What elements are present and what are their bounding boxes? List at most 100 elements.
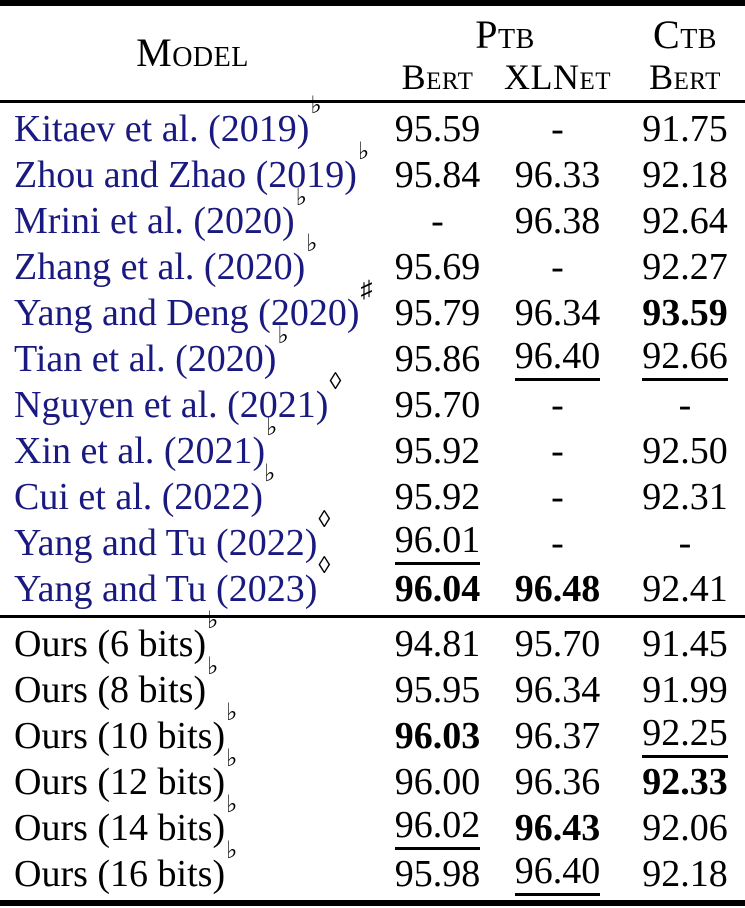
table-row: Ours (10 bits)♭ 96.03 96.37 92.25: [0, 701, 745, 759]
score-value: 96.43: [514, 807, 601, 849]
column-header-model: Model: [136, 30, 249, 75]
table-row: Kitaev et al. (2019)♭ 95.59 - 91.75: [0, 93, 745, 152]
top-rule: [0, 0, 745, 6]
citation-link[interactable]: Zhou and Zhao (2019)♭: [14, 139, 370, 196]
citation-link[interactable]: Kitaev et al. (2019)♭: [14, 93, 322, 150]
footnote-marker: ♭: [310, 93, 322, 120]
score-value: 96.34: [514, 669, 601, 711]
footnote-marker: ♯: [360, 277, 373, 304]
footnote-marker: ◊: [318, 553, 331, 580]
column-header-ptb-xlnet: XLNet: [503, 57, 612, 97]
score-value: 92.18: [642, 853, 728, 895]
score-value: 94.81: [394, 623, 481, 665]
score-value: 95.84: [394, 154, 481, 196]
citation-link[interactable]: Yang and Deng (2020)♯: [14, 277, 373, 334]
score-value: 91.45: [642, 623, 728, 665]
footnote-marker: ♭: [226, 792, 238, 819]
section-ours: Ours (6 bits)♭ 94.81 95.70 91.45 Ours (8 bit…: [0, 608, 745, 900]
score-value: 92.41: [642, 568, 728, 610]
citation-link[interactable]: Xin et al. (2021)♭: [14, 415, 278, 472]
footnote-marker: ◊: [329, 369, 342, 396]
score-value: -: [678, 384, 692, 426]
footnote-marker: ♭: [266, 415, 278, 442]
citation-link[interactable]: Nguyen et al. (2021)◊: [14, 369, 342, 426]
table-row: Ours (6 bits)♭ 94.81 95.70 91.45: [0, 608, 745, 667]
score-value: 96.37: [514, 715, 601, 757]
score-value: 95.69: [394, 246, 481, 288]
score-value: 96.48: [514, 568, 601, 610]
score-value: 96.40: [490, 852, 625, 896]
score-value: 92.31: [642, 476, 728, 518]
score-value: -: [431, 200, 444, 242]
score-value: -: [551, 476, 564, 518]
score-value: 92.33: [642, 761, 728, 803]
table-row: Xin et al. (2021)♭ 95.92 - 92.50: [0, 415, 745, 474]
footnote-marker: ♭: [295, 185, 308, 212]
footnote-marker: ♭: [207, 608, 219, 635]
score-value: 95.86: [394, 338, 481, 380]
section-divider-rule: [0, 615, 745, 618]
column-header-ptb-bert: Bert: [401, 57, 474, 97]
footnote-marker: ♭: [306, 231, 318, 258]
table-row: Yang and Deng (2020)♯ 95.79 96.34 93.59: [0, 277, 745, 336]
footnote-marker: ♭: [357, 139, 370, 166]
header-rule: [0, 100, 745, 103]
score-value: 96.36: [514, 761, 601, 803]
score-value: 91.99: [642, 669, 728, 711]
score-value: 92.25: [625, 714, 745, 758]
footnote-marker: ♭: [226, 838, 238, 865]
score-value: 93.59: [642, 292, 728, 334]
score-value: 95.92: [394, 476, 481, 518]
model-label: Ours (8 bits)♭: [14, 654, 219, 711]
score-value: 96.34: [514, 292, 601, 334]
score-value: 95.95: [394, 669, 481, 711]
table-row: Zhou and Zhao (2019)♭ 95.84 96.33 92.18: [0, 139, 745, 198]
score-value: 92.64: [642, 200, 728, 242]
citation-link[interactable]: Yang and Tu (2023)◊: [14, 553, 331, 610]
citation-link[interactable]: Zhang et al. (2020)♭: [14, 231, 318, 288]
score-value: 92.27: [642, 246, 728, 288]
table-row: Ours (12 bits)♭ 96.00 96.36 92.33: [0, 747, 745, 805]
section-prior-work: Kitaev et al. (2019)♭ 95.59-91.75 Zhou and…: [0, 93, 745, 615]
table-header: Model Ptb Ctb Bert XLNet Bert: [0, 6, 745, 100]
score-value: 92.18: [642, 154, 728, 196]
score-value: 96.00: [394, 761, 481, 803]
table-row: Tian et al. (2020)♭ 95.86 96.40 92.66: [0, 323, 745, 382]
footnote-marker: ◊: [318, 507, 331, 534]
footnote-marker: ♭: [264, 461, 276, 488]
citation-link[interactable]: Tian et al. (2020)♭: [14, 323, 289, 380]
table-row: Ours (16 bits)♭ 95.98 96.40 92.18: [0, 839, 745, 897]
score-value: -: [551, 384, 564, 426]
score-value: 95.70: [514, 623, 601, 665]
score-value: -: [551, 246, 564, 288]
citation-link[interactable]: Mrini et al. (2020)♭: [14, 185, 308, 242]
table-row: Ours (8 bits)♭ 95.95 96.34 91.99: [0, 654, 745, 713]
score-value: 96.40: [490, 337, 625, 381]
column-header-ctb-bert: Bert: [649, 57, 721, 97]
score-value: 92.50: [642, 430, 728, 472]
footnote-marker: ♭: [226, 700, 238, 727]
score-value: 96.02: [385, 806, 490, 850]
table-row: Yang and Tu (2023)◊ 96.04 96.48 92.41: [0, 553, 745, 612]
table-row: Mrini et al. (2020)♭ - 96.38 92.64: [0, 185, 745, 244]
score-value: -: [551, 108, 564, 150]
model-label: Ours (6 bits)♭: [14, 608, 219, 665]
table-row: Cui et al. (2022)♭ 95.92 - 92.31: [0, 461, 745, 520]
footnote-marker: ♭: [207, 654, 219, 681]
score-value: 95.92: [394, 430, 481, 472]
score-value: -: [678, 522, 692, 564]
score-value: 96.04: [394, 568, 481, 610]
score-value: 95.59: [394, 108, 481, 150]
table-row: Zhang et al. (2020)♭ 95.69 - 92.27: [0, 231, 745, 290]
footnote-marker: ♭: [226, 746, 238, 773]
citation-link[interactable]: Yang and Tu (2022)◊: [14, 507, 331, 564]
score-value: 95.70: [394, 384, 481, 426]
citation-link[interactable]: Cui et al. (2022)♭: [14, 461, 276, 518]
score-value: 96.38: [514, 200, 601, 242]
table-row: Yang and Tu (2022)◊ 96.01 - -: [0, 507, 745, 566]
column-group-ctb: Ctb: [653, 12, 717, 57]
score-value: 92.06: [642, 807, 728, 849]
score-value: 96.33: [514, 154, 601, 196]
model-label: Ours (14 bits)♭: [14, 792, 238, 849]
